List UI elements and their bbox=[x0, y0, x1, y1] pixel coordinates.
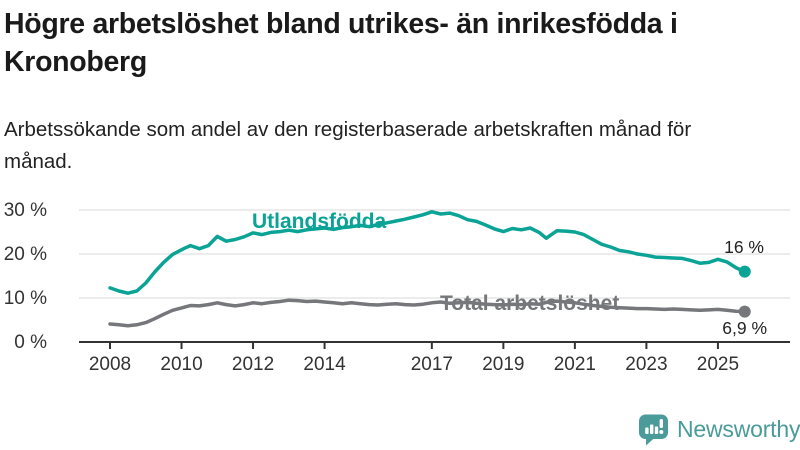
newsworthy-chart-bubble-icon bbox=[639, 414, 668, 446]
unemployment-line-chart: 0 % 10 % 20 % 30 % 2008 2010 2012 2014 2017 2019 2… bbox=[4, 200, 790, 375]
y-axis-tick-label: 20 % bbox=[4, 244, 47, 265]
chart-subtitle: Arbetssökande som andel av den registerb… bbox=[4, 118, 692, 173]
x-axis-tick-label: 2014 bbox=[303, 354, 346, 375]
y-axis-tick-label: 30 % bbox=[4, 200, 47, 221]
series-label-utlandsfodda: Utlandsfödda bbox=[252, 210, 386, 233]
page-title: Högre arbetslöshet bland utrikes- än inr… bbox=[4, 8, 678, 78]
x-axis-tick-label: 2021 bbox=[554, 354, 596, 375]
x-axis-tick-label: 2023 bbox=[625, 354, 667, 375]
x-axis-tick-label: 2017 bbox=[411, 354, 453, 375]
end-dot-utlandsfodda bbox=[738, 265, 751, 278]
chart-header: Högre arbetslöshet bland utrikes- än inr… bbox=[0, 0, 800, 178]
x-axis-tick-label: 2010 bbox=[160, 354, 202, 375]
y-axis-tick-label: 10 % bbox=[4, 288, 47, 309]
end-dot-total-arbetsloshet bbox=[738, 305, 751, 318]
x-axis-tick-label: 2025 bbox=[697, 354, 739, 375]
y-axis-tick-label: 0 % bbox=[14, 332, 47, 353]
line-utlandsfodda bbox=[108, 210, 747, 295]
x-axis-tick-label: 2012 bbox=[232, 354, 274, 375]
newsworthy-brand-name: Newsworthy bbox=[677, 415, 800, 442]
end-value-label-utlandsfodda: 16 % bbox=[724, 237, 764, 257]
newsworthy-logo[interactable]: Newsworthy bbox=[637, 411, 800, 447]
series-label-total-arbetsloshet: Total arbetslöshet bbox=[440, 292, 619, 315]
line-total-arbetsloshet bbox=[108, 298, 747, 328]
end-value-label-total-arbetsloshet: 6,9 % bbox=[722, 318, 767, 338]
x-axis-tick-label: 2019 bbox=[482, 354, 524, 375]
x-axis-tick-label: 2008 bbox=[89, 354, 131, 375]
